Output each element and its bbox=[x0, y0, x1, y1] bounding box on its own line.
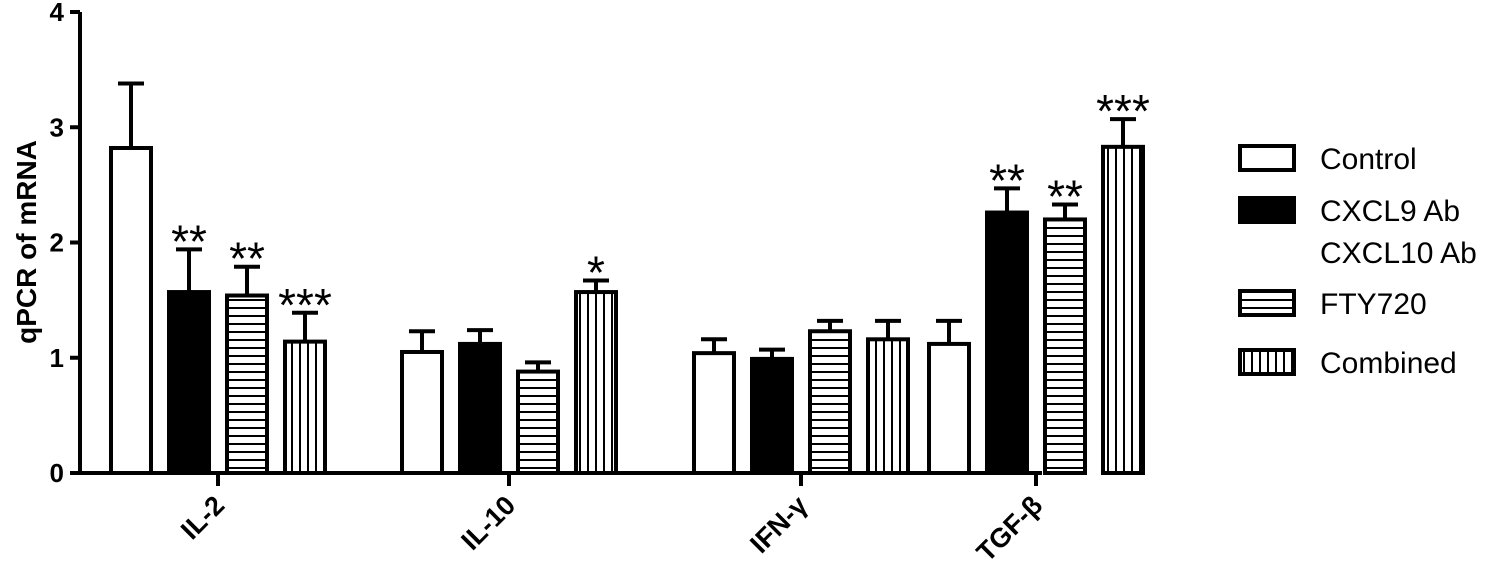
bar bbox=[866, 337, 910, 475]
significance-label: *** bbox=[1096, 85, 1150, 137]
legend-label: CXCL10 Ab bbox=[1320, 237, 1477, 270]
bar bbox=[109, 145, 153, 475]
bar bbox=[574, 290, 618, 475]
x-tick-label: TGF-β bbox=[971, 490, 1048, 567]
y-tick-label: 1 bbox=[50, 343, 64, 373]
bar bbox=[225, 293, 269, 476]
significance-label: * bbox=[587, 247, 605, 299]
legend-swatch bbox=[1238, 348, 1296, 376]
legend-swatch bbox=[1238, 289, 1296, 317]
x-tick-label: IL-2 bbox=[175, 490, 230, 545]
bar bbox=[400, 349, 444, 475]
bar bbox=[808, 329, 852, 475]
bar bbox=[283, 339, 327, 475]
legend: Control CXCL9 Ab CXCL10 Ab FTY720 Combined bbox=[1238, 143, 1477, 380]
y-axis-title: qPCR of mRNA bbox=[11, 140, 42, 344]
bar bbox=[985, 210, 1029, 475]
x-tick-label: IL-10 bbox=[455, 490, 521, 556]
x-tick-label: IFN-γ bbox=[744, 490, 813, 559]
bar bbox=[1043, 217, 1087, 475]
bar bbox=[167, 290, 211, 475]
significance-label: ** bbox=[171, 215, 207, 267]
y-tick-label: 2 bbox=[50, 228, 64, 258]
bar bbox=[458, 341, 502, 476]
significance-label: *** bbox=[278, 279, 332, 331]
significance-label: ** bbox=[1047, 170, 1083, 222]
legend-label: Combined bbox=[1320, 347, 1457, 380]
legend-label: CXCL9 Ab bbox=[1320, 195, 1460, 228]
bar bbox=[750, 356, 794, 475]
bar bbox=[1101, 144, 1145, 475]
bar bbox=[927, 341, 971, 476]
legend-swatch bbox=[1238, 144, 1296, 172]
legend-swatch bbox=[1238, 196, 1296, 224]
y-tick-label: 3 bbox=[50, 112, 64, 142]
bars bbox=[109, 81, 1145, 476]
significance-label: ** bbox=[229, 233, 265, 285]
legend-label: Control bbox=[1320, 143, 1417, 176]
y-tick-label: 0 bbox=[50, 458, 64, 488]
bar bbox=[516, 369, 560, 475]
y-tick-label: 4 bbox=[50, 0, 65, 27]
significance-label: ** bbox=[989, 154, 1025, 206]
legend-label: FTY720 bbox=[1320, 288, 1427, 321]
bar bbox=[692, 351, 736, 476]
